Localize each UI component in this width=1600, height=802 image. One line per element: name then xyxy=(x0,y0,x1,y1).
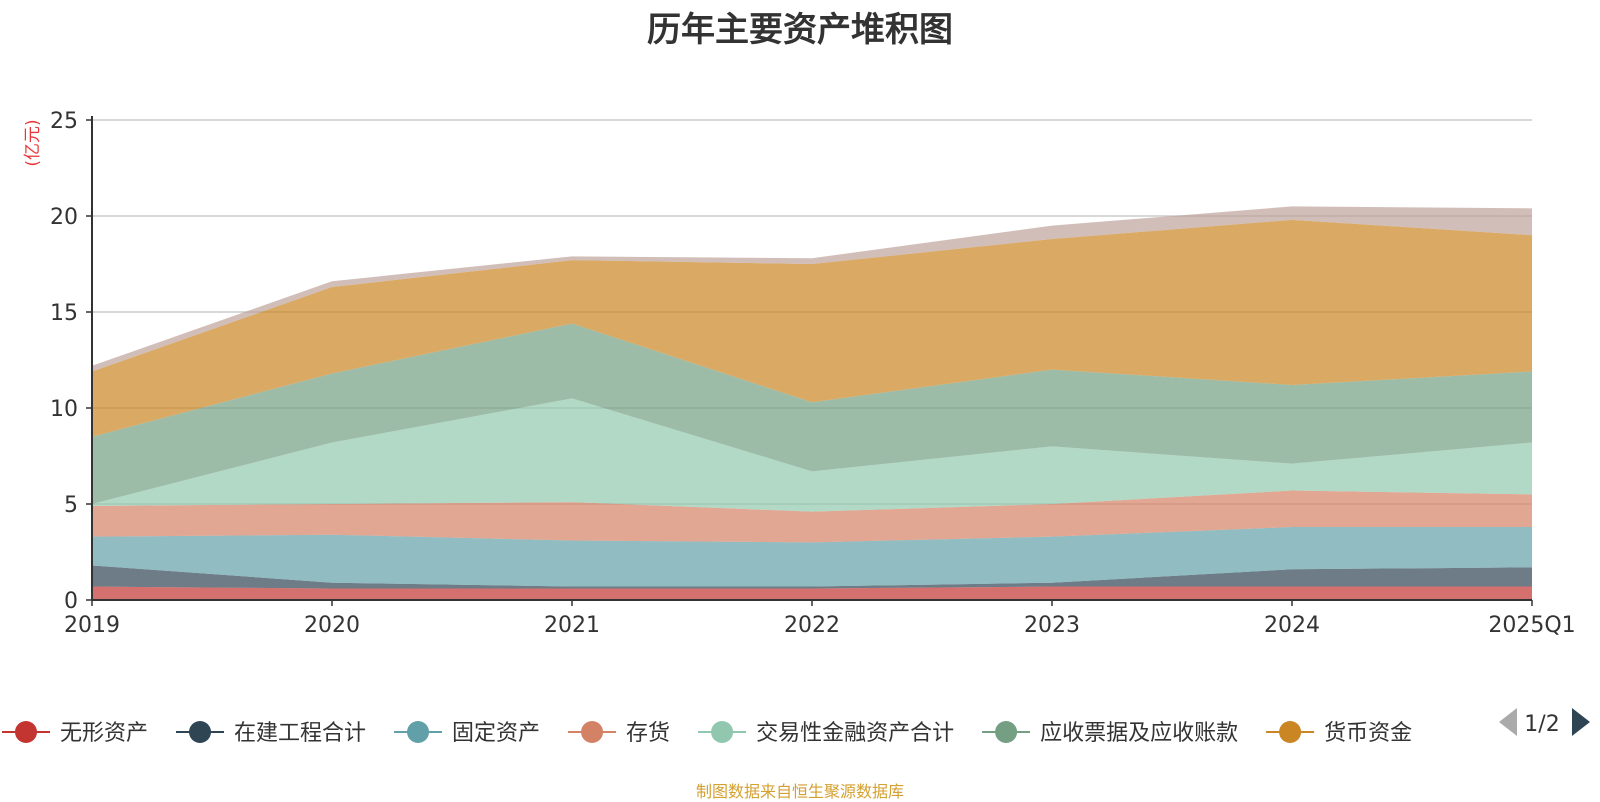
y-axis-unit-label: (亿元) xyxy=(23,119,43,166)
legend-label: 在建工程合计 xyxy=(234,721,366,746)
y-tick-label: 0 xyxy=(64,589,78,614)
legend-marker-icon xyxy=(407,721,430,743)
area-series-固定资产 xyxy=(92,527,1532,587)
legend-marker-icon xyxy=(15,721,37,743)
legend-marker-icon xyxy=(189,721,212,743)
x-tick-label: 2021 xyxy=(544,613,600,638)
legend[interactable]: 无形资产 在建工程合计 固定资产 存货 交易性金融资产合计 应收票据及应收账款 货币资金 xyxy=(2,721,1412,746)
legend-page-indicator: 1/2 xyxy=(1524,712,1559,737)
legend-label: 无形资产 xyxy=(60,721,148,746)
legend-marker-icon xyxy=(995,721,1018,743)
area-layer xyxy=(92,206,1532,600)
legend-item[interactable]: 交易性金融资产合计 xyxy=(698,721,954,746)
y-tick-label: 15 xyxy=(50,301,78,326)
x-tick-label: 2022 xyxy=(784,613,840,638)
legend-item[interactable]: 在建工程合计 xyxy=(176,721,366,746)
legend-marker-icon xyxy=(1279,721,1302,743)
area-series-应收票据及应收账款 xyxy=(92,323,1532,504)
legend-item[interactable]: 固定资产 xyxy=(394,721,540,746)
y-tick-label: 5 xyxy=(64,493,78,518)
area-series-货币资金 xyxy=(92,219,1532,437)
legend-label: 存货 xyxy=(626,721,670,746)
legend-item[interactable]: 货币资金 xyxy=(1266,721,1412,746)
area-series-交易性金融资产合计 xyxy=(92,398,1532,512)
area-series-存货 xyxy=(92,490,1532,543)
legend-prev-arrow-icon[interactable] xyxy=(1499,708,1517,736)
axis-layer: 0 5 10 15 20 25 2019 2020 2021 2022 2023 2024 2025Q1 xyxy=(50,109,1576,638)
legend-item[interactable]: 无形资产 xyxy=(2,721,148,746)
x-tick-label: 2020 xyxy=(304,613,360,638)
x-tick-label: 2023 xyxy=(1024,613,1080,638)
legend-label: 交易性金融资产合计 xyxy=(756,721,954,746)
legend-label: 货币资金 xyxy=(1324,721,1412,746)
legend-pager: 1/2 xyxy=(1499,708,1590,737)
x-tick-label: 2025Q1 xyxy=(1488,613,1575,638)
y-tick-label: 10 xyxy=(50,397,78,422)
y-tick-label: 25 xyxy=(50,109,78,134)
legend-marker-icon xyxy=(711,721,734,743)
chart-title: 历年主要资产堆积图 xyxy=(647,10,953,50)
data-source-note: 制图数据来自恒生聚源数据库 xyxy=(695,782,904,801)
legend-next-arrow-icon[interactable] xyxy=(1572,708,1590,736)
y-tick-label: 20 xyxy=(50,205,78,230)
x-tick-label: 2024 xyxy=(1264,613,1320,638)
area-series-在建工程合计 xyxy=(92,565,1532,589)
legend-item[interactable]: 应收票据及应收账款 xyxy=(982,721,1238,746)
legend-label: 应收票据及应收账款 xyxy=(1040,721,1238,746)
legend-label: 固定资产 xyxy=(452,721,540,746)
legend-item[interactable]: 存货 xyxy=(568,721,670,746)
x-tick-label: 2019 xyxy=(64,613,120,638)
area-series-无形资产 xyxy=(92,586,1532,600)
area-series-series-8 xyxy=(92,206,1532,372)
legend-marker-icon xyxy=(581,721,604,743)
